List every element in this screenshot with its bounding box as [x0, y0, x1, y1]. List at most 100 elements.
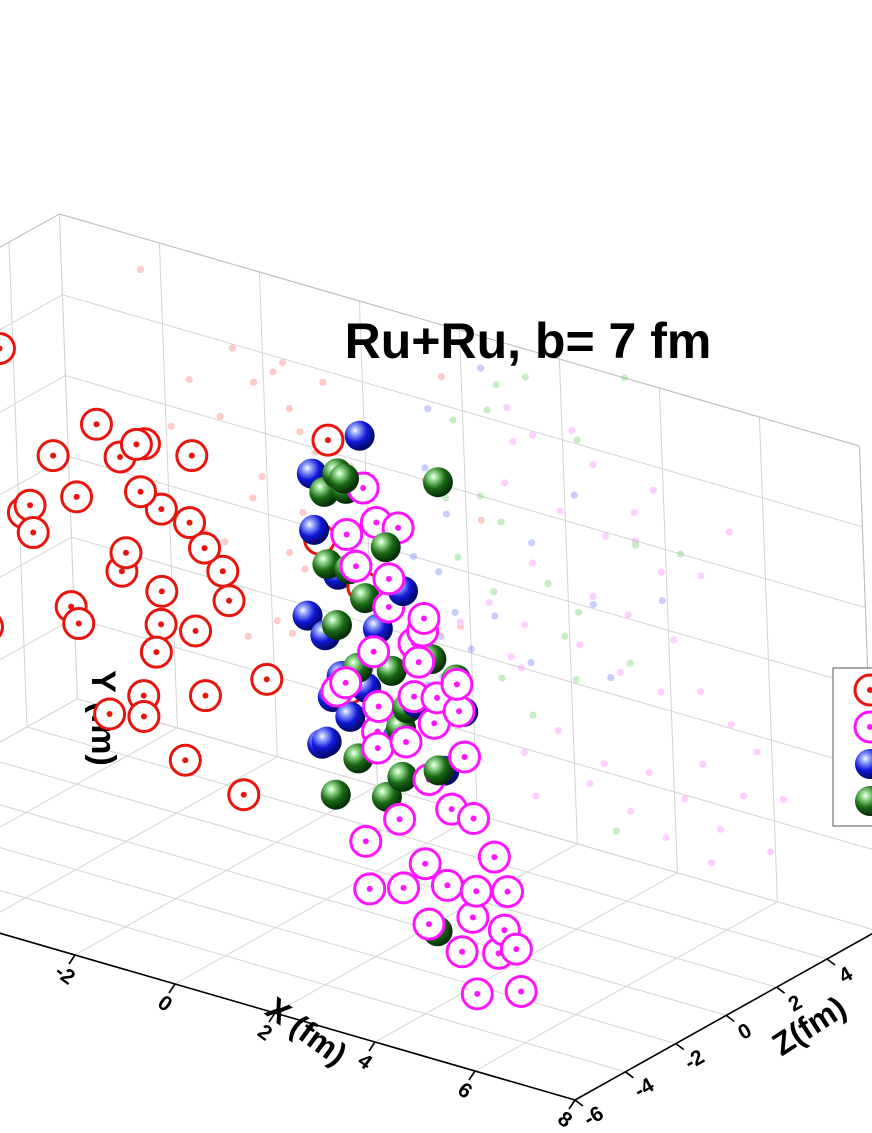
pane-edge — [59, 213, 860, 447]
z-tick — [624, 1071, 634, 1079]
data-point — [344, 420, 375, 451]
grid-line — [0, 804, 727, 1016]
data-point-sphere — [344, 420, 375, 451]
projection-point — [185, 375, 193, 384]
projection-point — [296, 428, 304, 436]
x-tick — [468, 1070, 476, 1081]
legend-marker-center — [867, 724, 872, 730]
data-point-center — [513, 946, 520, 953]
z-tick — [675, 1042, 685, 1051]
projection-point — [676, 550, 685, 558]
projection-point — [477, 516, 485, 524]
grid-lines — [0, 213, 872, 1101]
data-point — [422, 467, 453, 498]
grid-line — [65, 375, 866, 609]
projection-point — [616, 668, 625, 677]
data-point-center — [27, 502, 34, 509]
data-point-center — [342, 679, 349, 686]
projection-point — [544, 579, 552, 588]
data-point — [179, 614, 213, 648]
data-point — [124, 475, 158, 509]
data-point-center — [133, 441, 140, 448]
projection-point — [528, 539, 536, 547]
data-point-center — [385, 575, 392, 582]
x-tick — [568, 1099, 576, 1110]
data-point — [445, 935, 479, 969]
grid-line — [0, 455, 69, 496]
data-point — [330, 518, 364, 552]
data-point-center — [374, 745, 381, 752]
projection-point — [483, 406, 491, 414]
projection-point — [670, 636, 678, 644]
data-point-center — [385, 603, 392, 610]
grid-line — [0, 698, 78, 743]
data-point-center — [473, 888, 480, 895]
data-point-sphere — [335, 701, 366, 732]
projection-point — [491, 612, 499, 620]
data-point-center — [140, 692, 147, 699]
legend-marker — [853, 710, 872, 744]
data-point-center — [226, 597, 233, 604]
z-tick — [725, 1014, 735, 1023]
data-point-center — [491, 854, 498, 861]
data-point-sphere — [299, 514, 330, 545]
data-point-sphere — [370, 532, 401, 563]
data-point — [407, 601, 441, 635]
projection-point — [228, 344, 237, 352]
projection-point — [221, 538, 229, 546]
projection-point — [589, 592, 597, 601]
projection-point — [442, 510, 451, 518]
projection-point — [779, 796, 788, 804]
data-point — [188, 531, 222, 565]
data-point — [329, 463, 360, 494]
x-tick-label: 8 — [553, 1107, 576, 1128]
data-point-center — [396, 816, 403, 823]
grid-line — [0, 889, 626, 1073]
data-point-center — [186, 519, 193, 526]
grid-line — [0, 761, 777, 988]
data-point-center — [202, 692, 209, 699]
projection-point — [250, 378, 258, 386]
data-point — [79, 407, 113, 441]
z-axis-title: Z(fm) — [766, 989, 853, 1063]
data-point-center — [426, 921, 432, 928]
z-tick-label: -4 — [630, 1073, 658, 1102]
data-point — [504, 974, 538, 1008]
projection-point — [589, 601, 597, 609]
legend-marker — [853, 673, 872, 707]
projection-point — [490, 588, 498, 596]
data-point-center — [366, 885, 373, 892]
projection-point — [435, 568, 443, 576]
projection-point — [485, 598, 493, 607]
data-point-center — [403, 738, 410, 745]
data-point — [387, 871, 421, 905]
data-point — [311, 726, 342, 757]
projection-point — [649, 486, 657, 494]
data-point-center — [456, 708, 463, 715]
data-point — [457, 802, 491, 836]
projection-point — [645, 769, 653, 777]
data-point — [36, 439, 70, 473]
grid-line — [0, 617, 75, 661]
data-point — [145, 574, 179, 608]
data-point-center — [422, 860, 429, 867]
grid-line — [0, 375, 66, 413]
projection-point — [137, 265, 145, 274]
data-point-center — [504, 888, 511, 895]
projection-point — [497, 518, 505, 526]
data-point-center — [501, 927, 508, 934]
x-tick-label: 6 — [453, 1078, 476, 1103]
x-tick-label: 0 — [153, 991, 176, 1016]
data-point-center — [415, 659, 422, 666]
data-point — [460, 977, 494, 1011]
projection-point — [600, 760, 608, 768]
projection-point — [767, 848, 775, 856]
projection-point — [529, 711, 537, 719]
data-point — [292, 600, 323, 631]
legend — [832, 667, 872, 827]
projection-point — [521, 621, 529, 629]
grid-line — [62, 294, 863, 528]
projection-point — [299, 508, 307, 517]
projection-point — [520, 748, 529, 757]
x-tick-label: 4 — [353, 1049, 376, 1075]
